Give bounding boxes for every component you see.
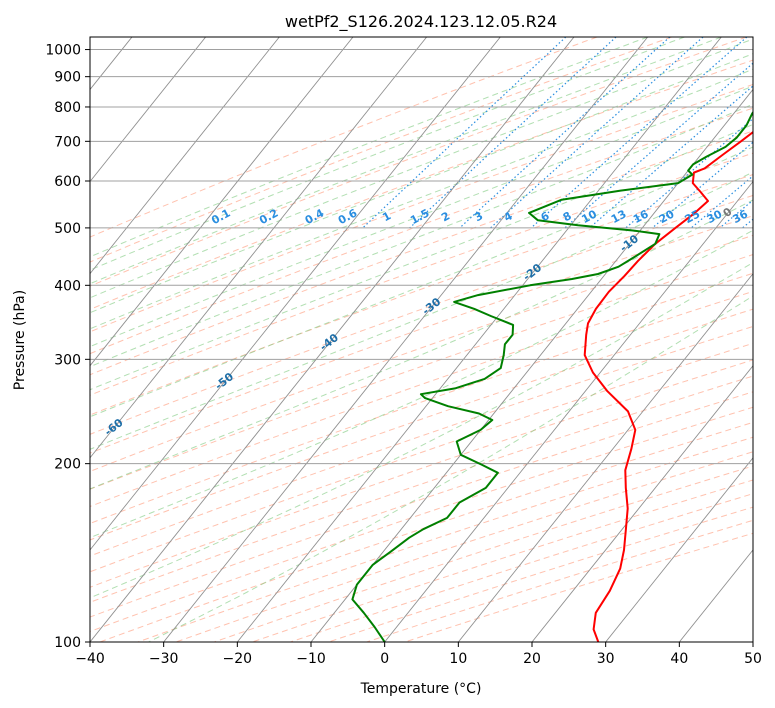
dry-adiabat <box>90 130 753 376</box>
dry-adiabat <box>90 375 753 603</box>
isotherm-line <box>90 37 280 275</box>
mixing-ratio-label: 20 <box>657 207 677 226</box>
isotherm-line <box>236 37 722 642</box>
x-axis-title: Temperature (°C) <box>360 681 482 697</box>
isotherm-line <box>90 37 575 642</box>
dry-adiabat <box>90 234 753 472</box>
mixing-ratio-label: 25 <box>683 207 703 226</box>
dry-adiabat <box>90 254 753 490</box>
mixing-ratio-label: 10 <box>579 207 599 226</box>
isotherm-line <box>605 457 753 642</box>
dry-adiabat <box>90 37 672 263</box>
chart-title: wetPf2_S126.2024.123.12.05.R24 <box>285 12 557 32</box>
dry-adiabat <box>90 37 598 238</box>
moist-adiabat <box>90 37 722 285</box>
x-tick-label: 20 <box>523 651 541 667</box>
y-tick-label: 500 <box>54 221 81 237</box>
x-tick-label: 40 <box>670 651 688 667</box>
x-tick-label: 0 <box>380 651 389 667</box>
moist-adiabat <box>90 229 753 539</box>
dewpoint-profile <box>351 110 753 642</box>
moist-adiabat <box>90 37 685 271</box>
mixing-ratio-line <box>490 37 704 229</box>
isotherm-line <box>310 88 753 642</box>
grid-lines <box>90 37 753 642</box>
dry-adiabat <box>90 391 753 618</box>
isotherm-line <box>457 272 753 642</box>
x-tick-label: 30 <box>597 651 615 667</box>
y-tick-label: 100 <box>54 635 81 651</box>
isotherm-line <box>90 37 428 459</box>
dry-adiabat <box>90 342 753 573</box>
dry-adiabat <box>90 83 753 333</box>
isotherm-line <box>90 37 207 183</box>
y-tick-label: 200 <box>54 457 81 473</box>
mixing-ratio-line <box>459 37 671 229</box>
moist-adiabat <box>90 171 753 450</box>
isotherm-line <box>90 37 354 367</box>
moist-adiabat <box>90 68 753 330</box>
x-axis: −40 −30 −20 −10 0 10 20 30 40 50 <box>75 642 762 667</box>
data-series <box>351 110 753 642</box>
y-tick-label: 400 <box>54 278 81 294</box>
mixing-ratio-label: 13 <box>609 207 629 226</box>
x-tick-label: −30 <box>149 651 179 667</box>
y-tick-label: 1000 <box>45 43 81 59</box>
isotherm-line <box>90 37 501 551</box>
x-tick-label: 50 <box>744 651 762 667</box>
dry-adiabat <box>90 290 753 524</box>
temperature-profile <box>583 130 753 642</box>
moist-adiabat <box>90 123 753 391</box>
isotherm-line <box>384 180 753 642</box>
y-tick-label: 700 <box>54 134 81 150</box>
y-tick-label: 900 <box>54 70 81 86</box>
moist-adiabat <box>90 103 753 368</box>
x-tick-label: −10 <box>296 651 326 667</box>
plot-frame <box>89 36 754 643</box>
dry-adiabat <box>90 308 753 541</box>
mixing-ratio-line <box>652 141 753 229</box>
mixing-ratio-label: 16 <box>631 207 651 226</box>
x-tick-label: −40 <box>75 651 105 667</box>
y-axis-title: Pressure (hPa) <box>12 290 28 390</box>
moist-adiabat <box>90 261 753 599</box>
dry-adiabat <box>90 37 747 287</box>
dry-adiabat <box>90 59 753 310</box>
dry-adiabat <box>90 174 753 416</box>
x-tick-label: −20 <box>223 651 253 667</box>
dry-adiabat <box>90 107 753 355</box>
isotherm-line <box>163 37 649 642</box>
x-tick-label: 10 <box>449 651 467 667</box>
moist-adiabat <box>90 38 753 299</box>
moist-adiabat <box>90 146 753 418</box>
y-tick-label: 800 <box>54 100 81 116</box>
mixing-ratio-label: 30 <box>705 207 725 226</box>
dry-adiabat <box>90 194 753 435</box>
moist-adiabat <box>90 85 753 348</box>
isotherm-line <box>531 365 753 642</box>
y-tick-label: 300 <box>54 352 81 368</box>
mixing-ratio-label: 36 <box>730 207 750 226</box>
moist-adiabat <box>90 37 648 258</box>
mixing-ratio-line <box>564 62 753 229</box>
y-tick-label: 600 <box>54 174 81 190</box>
y-axis: 100 200 300 400 500 600 700 800 900 1000 <box>45 43 90 651</box>
